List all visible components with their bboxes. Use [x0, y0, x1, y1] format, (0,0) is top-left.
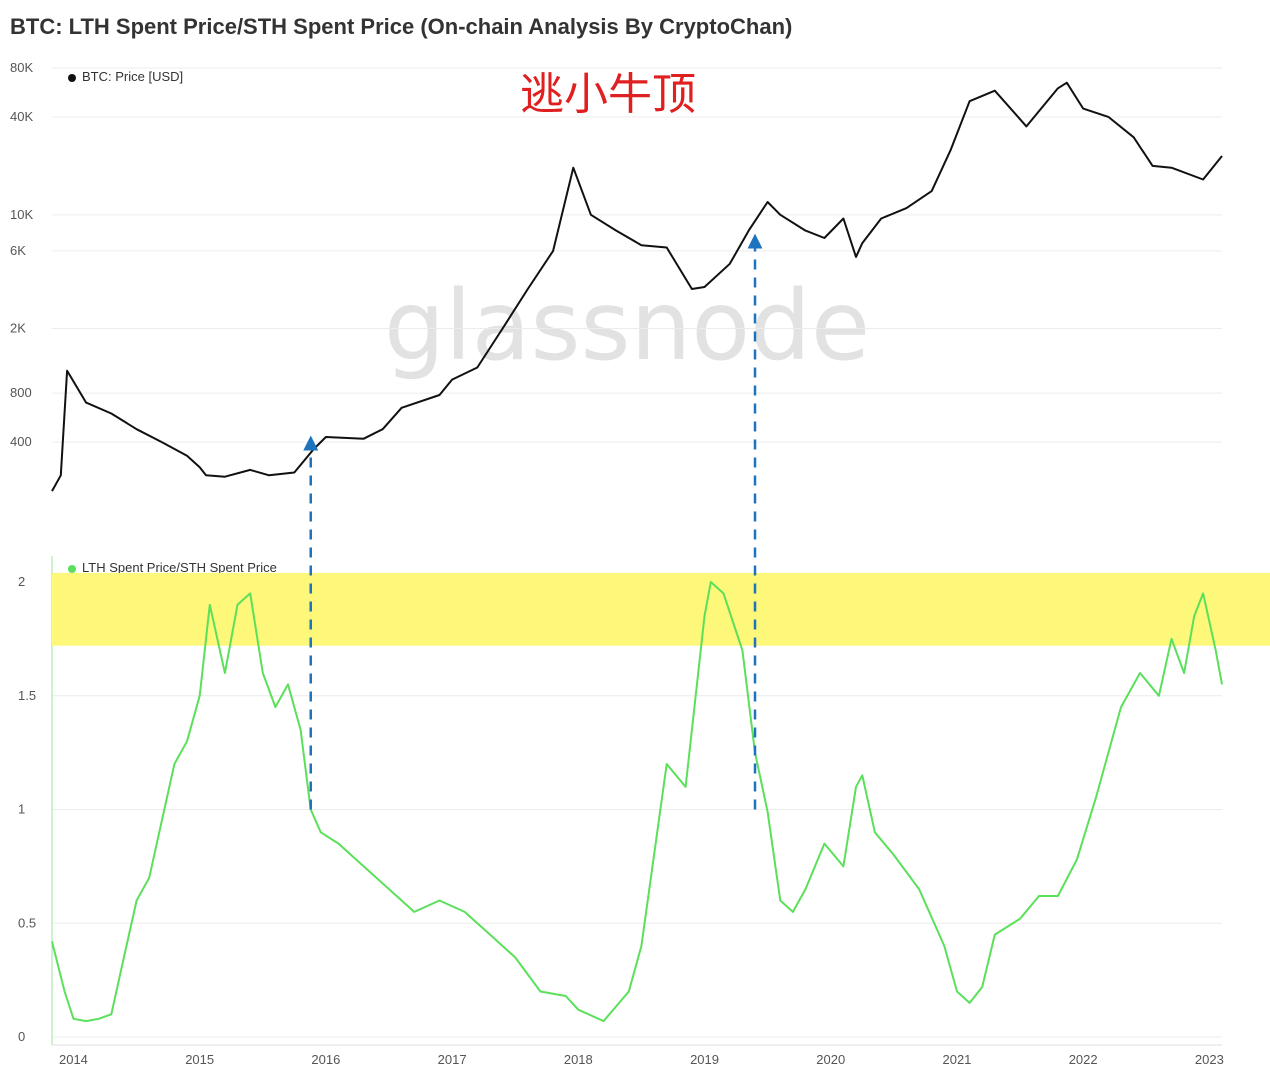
x-tick: 2022 — [1069, 1052, 1098, 1067]
price-y-tick: 80K — [10, 60, 33, 75]
ratio-y-tick: 1 — [18, 802, 25, 817]
chart-title: BTC: LTH Spent Price/STH Spent Price (On… — [10, 14, 793, 39]
annotation-text: 逃小牛顶 — [520, 69, 696, 120]
x-tick: 2015 — [185, 1052, 214, 1067]
x-tick: 2014 — [59, 1052, 88, 1067]
ratio-y-tick: 0.5 — [18, 915, 36, 930]
price-y-tick: 800 — [10, 385, 32, 400]
watermark: glassnode — [384, 270, 871, 382]
x-tick: 2021 — [942, 1052, 971, 1067]
ratio-y-tick: 2 — [18, 574, 25, 589]
x-tick: 2020 — [816, 1052, 845, 1067]
ratio-legend-dot — [68, 564, 76, 573]
ratio-legend: LTH Spent Price/STH Spent Price — [68, 560, 277, 575]
x-tick: 2017 — [438, 1052, 467, 1067]
x-tick: 2016 — [311, 1052, 340, 1067]
x-tick: 2023 — [1195, 1052, 1224, 1067]
ratio-line — [51, 581, 1223, 1023]
price-legend: BTC: Price [USD] — [68, 69, 183, 84]
price-legend-dot — [68, 73, 76, 82]
ratio-legend-label: LTH Spent Price/STH Spent Price — [82, 560, 277, 575]
x-tick: 2019 — [690, 1052, 719, 1067]
price-legend-label: BTC: Price [USD] — [82, 69, 184, 84]
price-y-tick: 40K — [10, 109, 33, 124]
highlight-band — [52, 572, 1270, 646]
price-y-tick: 400 — [10, 434, 32, 449]
price-line — [51, 81, 1223, 492]
price-y-tick: 6K — [10, 243, 26, 258]
price-y-tick: 10K — [10, 207, 33, 222]
x-tick: 2018 — [564, 1052, 593, 1067]
ratio-y-tick: 1.5 — [18, 688, 36, 703]
ratio-y-tick: 0 — [18, 1029, 25, 1044]
price-y-tick: 2K — [10, 320, 26, 335]
